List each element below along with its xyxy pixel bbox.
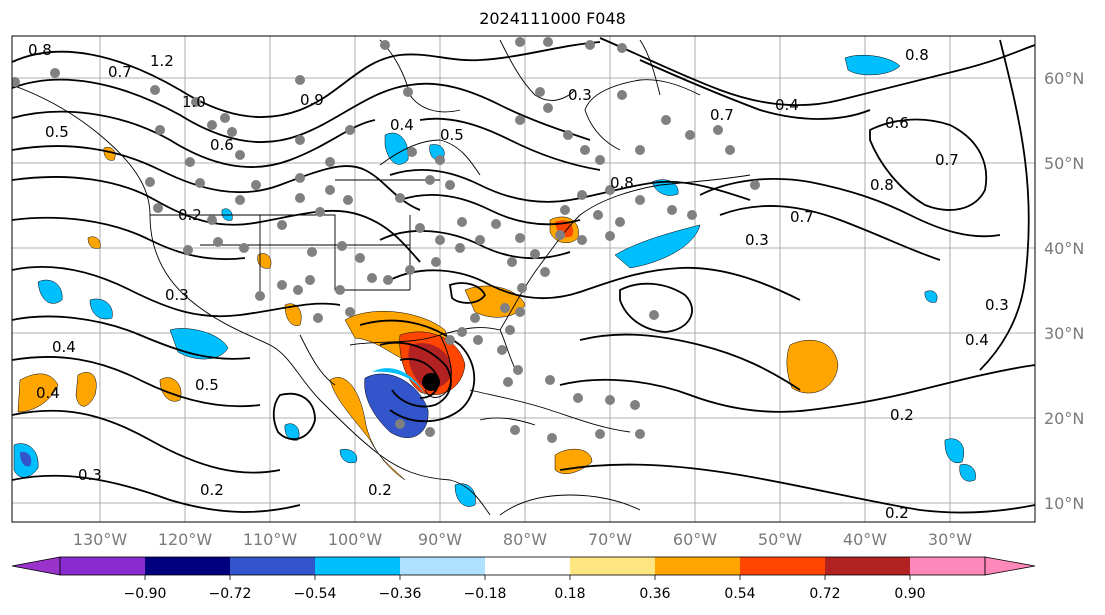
contour-label: 0.7 (935, 151, 959, 169)
lat-label: 40°N (1044, 239, 1084, 258)
colorbar-tick-label: 0.90 (894, 586, 925, 602)
colorbar-bin (145, 557, 230, 575)
colorbar-bin (315, 557, 400, 575)
contour-label: 0.4 (965, 331, 989, 349)
colorbar-bin (400, 557, 485, 575)
colorbar-bin (230, 557, 315, 575)
station-markers (12, 37, 760, 443)
contour-label: 1.0 (182, 93, 206, 111)
contour-label: 0.4 (52, 338, 76, 356)
contour-label: 0.7 (108, 63, 132, 81)
contour-label: 0.4 (390, 116, 414, 134)
lon-label: 110°W (243, 530, 298, 549)
contour-label: 0.3 (78, 466, 102, 484)
plot-border (11, 35, 1036, 523)
contour-label: 0.7 (790, 208, 814, 226)
lon-label: 70°W (588, 530, 632, 549)
contour-label: 0.2 (890, 406, 914, 424)
contour-label: 0.3 (568, 86, 592, 104)
lon-label: 30°W (928, 530, 972, 549)
contour-label: 0.6 (885, 114, 909, 132)
contour-lines (12, 37, 1035, 514)
lon-label: 100°W (328, 530, 383, 549)
contour-label: 0.5 (45, 123, 69, 141)
colorbar-bin (825, 557, 910, 575)
lon-label: 90°W (418, 530, 462, 549)
contour-label: 0.8 (870, 176, 894, 194)
latitude-axis: 60°N 50°N 40°N 30°N 20°N 10°N (1044, 69, 1084, 513)
map-title: 2024111000 F048 (479, 9, 626, 28)
contour-label: 0.2 (368, 481, 392, 499)
colorbar-tick-label: 0.72 (809, 586, 840, 602)
storm-center-marker (422, 373, 440, 391)
contour-label: 0.2 (178, 206, 202, 224)
lat-label: 50°N (1044, 154, 1084, 173)
contour-label: 0.3 (165, 286, 189, 304)
lon-label: 60°W (673, 530, 717, 549)
colorbar-tick-label: −0.36 (379, 586, 422, 602)
gridlines (12, 36, 1035, 522)
colorbar-bin (740, 557, 825, 575)
colorbar-bin (655, 557, 740, 575)
contour-label: 0.3 (745, 231, 769, 249)
colorbar-under-arrow (11, 556, 61, 576)
colorbar-tick-label: −0.90 (124, 586, 167, 602)
lat-label: 30°N (1044, 324, 1084, 343)
colorbar-over-arrow (984, 556, 1036, 576)
colorbar-bin (910, 557, 985, 575)
lat-label: 10°N (1044, 494, 1084, 513)
contour-label: 0.6 (210, 136, 234, 154)
contour-label: 0.4 (36, 384, 60, 402)
colorbar-tick-label: −0.72 (209, 586, 252, 602)
lat-label: 60°N (1044, 69, 1084, 88)
contour-label: 0.7 (710, 106, 734, 124)
contour-label: 0.2 (885, 504, 909, 522)
contour-label: 0.8 (905, 46, 929, 64)
colorbar-tick-label: −0.18 (464, 586, 507, 602)
lon-label: 80°W (503, 530, 547, 549)
colorbar-tick-label: 0.54 (724, 586, 755, 602)
colorbar-bin (485, 557, 570, 575)
contour-label: 0.4 (775, 96, 799, 114)
colorbar-bin (570, 557, 655, 575)
contour-labels: 0.8 1.2 0.7 1.0 0.5 0.9 0.6 0.4 0.3 0.2 … (28, 41, 1009, 522)
contour-label: 1.2 (150, 52, 174, 70)
colorbar-bin (60, 557, 145, 575)
contour-label: 0.9 (300, 91, 324, 109)
colorbar-tick-label: 0.36 (639, 586, 670, 602)
colorbar-tick-label: 0.18 (554, 586, 585, 602)
contour-label: 0.2 (200, 481, 224, 499)
contour-label: 0.8 (610, 174, 634, 192)
shaded-field (13, 55, 976, 507)
longitude-axis: 130°W 120°W 110°W 100°W 90°W 80°W 70°W 6… (73, 530, 972, 549)
lon-label: 40°W (843, 530, 887, 549)
contour-label: 0.5 (195, 376, 219, 394)
lon-label: 130°W (73, 530, 128, 549)
colorbar: −0.90 −0.72 −0.54 −0.36 −0.18 0.18 0.36 … (11, 556, 1036, 602)
lat-label: 20°N (1044, 409, 1084, 428)
contour-label: 0.5 (440, 126, 464, 144)
lon-label: 50°W (758, 530, 802, 549)
contour-label: 0.3 (985, 296, 1009, 314)
contour-label: 0.8 (28, 41, 52, 59)
colorbar-tick-label: −0.54 (294, 586, 337, 602)
lon-label: 120°W (158, 530, 213, 549)
